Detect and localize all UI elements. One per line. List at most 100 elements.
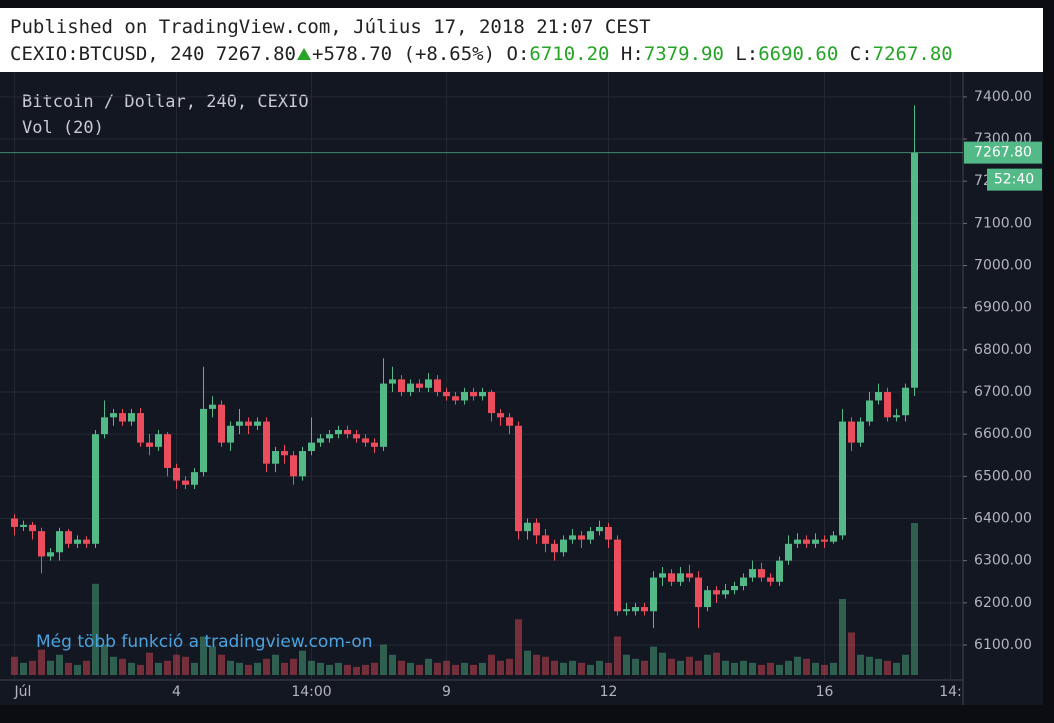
candle-body xyxy=(416,383,423,388)
candle-body xyxy=(749,569,756,578)
candle-body xyxy=(11,518,18,527)
candle-body xyxy=(137,413,144,443)
candle-body xyxy=(587,531,594,540)
candle-body xyxy=(767,577,774,582)
candle-body xyxy=(803,539,810,544)
volume-bar xyxy=(740,660,747,675)
candle-body xyxy=(731,585,738,591)
candle-body xyxy=(281,451,288,456)
candle-body xyxy=(110,413,117,418)
close-value: 7267.80 xyxy=(872,43,953,65)
volume-bar xyxy=(524,650,531,675)
volume-bar xyxy=(641,660,648,675)
candle-body xyxy=(443,392,450,397)
candle-body xyxy=(236,421,243,426)
candle-body xyxy=(533,522,540,536)
up-arrow xyxy=(297,48,311,60)
candle-body xyxy=(542,535,549,544)
candle-body xyxy=(884,392,891,418)
candle-body xyxy=(605,526,612,540)
volume-bar xyxy=(704,654,711,675)
volume-bar xyxy=(29,660,36,675)
candle-body xyxy=(380,383,387,447)
volume-bar xyxy=(803,658,810,675)
y-tick-label: 7100.00 xyxy=(974,215,1032,231)
candle-body xyxy=(794,539,801,544)
candle-body xyxy=(317,438,324,443)
volume-bar xyxy=(326,664,333,675)
candle-body xyxy=(452,396,459,401)
candle-body xyxy=(488,392,495,414)
candle-body xyxy=(866,400,873,422)
volume-bar xyxy=(74,664,81,675)
candle-body xyxy=(272,451,279,464)
candle-body xyxy=(560,539,567,553)
candle-body xyxy=(569,535,576,540)
chart: Bitcoin / Dollar, 240, CEXIO Vol (20) 61… xyxy=(0,72,1043,705)
published-line: Published on TradingView.com, Július 17,… xyxy=(10,16,651,38)
candle-body xyxy=(722,590,729,595)
x-tick-label: 14: xyxy=(939,684,962,700)
x-tick-label: 9 xyxy=(442,684,451,700)
candle-body xyxy=(497,413,504,418)
chart-background xyxy=(0,72,1043,705)
candle-body xyxy=(209,404,216,409)
candle-body xyxy=(839,421,846,536)
last-price: 7267.80 xyxy=(215,43,296,65)
volume-bar xyxy=(677,660,684,675)
volume-bar xyxy=(137,664,144,675)
x-tick-label: 4 xyxy=(172,684,181,700)
grid xyxy=(0,72,963,680)
candle-body xyxy=(353,434,360,439)
volume-bar xyxy=(767,662,774,675)
volume-bar xyxy=(344,664,351,675)
volume-bar xyxy=(245,664,252,675)
volume-bar xyxy=(254,662,261,675)
x-tick-label: 16 xyxy=(816,684,834,700)
volume-bar xyxy=(578,662,585,675)
volume-bar xyxy=(605,662,612,675)
candle-body xyxy=(677,573,684,582)
volume-bar xyxy=(821,664,828,675)
volume-bar xyxy=(596,660,603,675)
candle-body xyxy=(812,539,819,544)
volume-bar xyxy=(497,660,504,675)
volume-bar xyxy=(695,660,702,675)
candle-body xyxy=(254,421,261,426)
volume-bar xyxy=(875,658,882,675)
candle-body xyxy=(515,425,522,532)
volume-bar xyxy=(362,664,369,675)
candle-body xyxy=(65,531,72,544)
volume-bar xyxy=(164,660,171,675)
candle-body xyxy=(479,392,486,397)
volume-bar xyxy=(749,662,756,675)
candle-body xyxy=(578,535,585,540)
volume-bar xyxy=(398,660,405,675)
candle-body xyxy=(650,577,657,612)
y-tick-label: 6400.00 xyxy=(974,511,1032,527)
volume-bar xyxy=(335,662,342,675)
candle-body xyxy=(56,531,63,553)
change-pct: (+8.65%) xyxy=(403,43,496,65)
volume-bar xyxy=(902,654,909,675)
volume-bar xyxy=(407,662,414,675)
volume-bar xyxy=(389,654,396,675)
volume-bar xyxy=(20,662,27,675)
volume-bar xyxy=(200,636,207,675)
candle-body xyxy=(776,560,783,582)
volume-bar xyxy=(272,654,279,675)
volume-bar xyxy=(632,658,639,675)
volume-bar xyxy=(281,662,288,675)
candle-body xyxy=(506,417,513,426)
countdown-label: 52:40 xyxy=(994,172,1034,188)
candle-body xyxy=(101,417,108,435)
volume-bar xyxy=(650,646,657,675)
candle-body xyxy=(92,434,99,544)
y-tick-label: 6100.00 xyxy=(974,637,1032,653)
low-value: 6690.60 xyxy=(758,43,839,65)
candle-body xyxy=(848,421,855,443)
volume-bar xyxy=(713,652,720,675)
volume-bar xyxy=(911,523,918,675)
volume-bar xyxy=(146,652,153,675)
candle-body xyxy=(155,434,162,447)
